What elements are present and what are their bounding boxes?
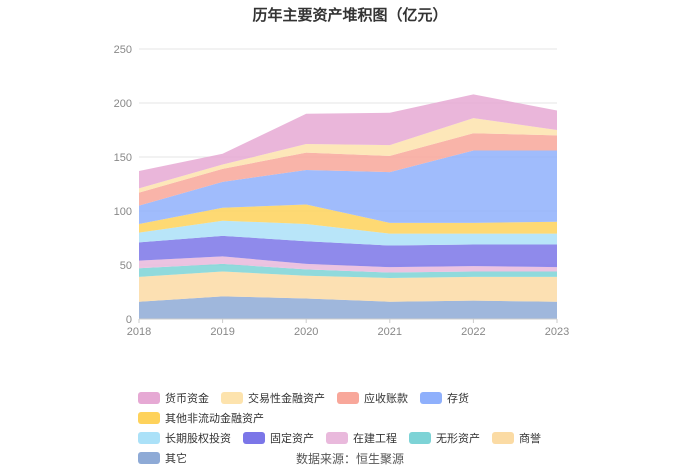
area-商誉 <box>139 271 557 302</box>
x-tick-label: 2019 <box>210 326 234 338</box>
legend-swatch <box>138 392 160 404</box>
x-tick-label: 2022 <box>461 326 485 338</box>
x-tick-label: 2023 <box>545 326 569 338</box>
legend-swatch <box>138 432 160 444</box>
legend-label: 长期股权投资 <box>165 433 231 445</box>
y-tick-label: 200 <box>114 98 132 110</box>
legend-swatch <box>138 452 160 464</box>
legend-swatch <box>221 392 243 404</box>
legend-item[interactable]: 货币资金 <box>138 388 209 408</box>
legend-label: 存货 <box>447 393 469 405</box>
legend-swatch <box>492 432 514 444</box>
legend-swatch <box>420 392 442 404</box>
area-其他非流动金融资产 <box>139 204 557 234</box>
legend: 货币资金 交易性金融资产 应收账款 存货其他非流动金融资产 长期股权投资 固定资产 在建工程… <box>138 388 578 468</box>
y-tick-label: 250 <box>114 44 132 56</box>
legend-swatch <box>326 432 348 444</box>
area-应收账款 <box>139 133 557 206</box>
x-tick-label: 2021 <box>378 326 402 338</box>
y-tick-label: 0 <box>126 314 132 326</box>
legend-item[interactable]: 应收账款 <box>337 388 408 408</box>
area-货币资金 <box>139 94 557 189</box>
area-在建工程 <box>139 256 557 273</box>
legend-label: 无形资产 <box>436 433 480 445</box>
legend-swatch <box>138 412 160 424</box>
legend-swatch <box>409 432 431 444</box>
area-固定资产 <box>139 235 557 268</box>
x-tick-label: 2020 <box>294 326 318 338</box>
x-tick-label: 2018 <box>127 326 151 338</box>
legend-row: 货币资金 交易性金融资产 应收账款 存货其他非流动金融资产 <box>138 388 578 428</box>
legend-label: 交易性金融资产 <box>248 393 325 405</box>
area-交易性金融资产 <box>139 118 557 193</box>
area-其它 <box>139 296 557 319</box>
legend-label: 货币资金 <box>165 393 209 405</box>
legend-label: 其它 <box>165 453 187 465</box>
legend-item[interactable]: 存货 <box>420 388 469 408</box>
y-tick-label: 50 <box>120 260 132 272</box>
legend-label: 在建工程 <box>353 433 397 445</box>
legend-item[interactable]: 其他非流动金融资产 <box>138 408 264 428</box>
legend-row: 长期股权投资 固定资产 在建工程 无形资产 商誉其它 <box>138 428 578 468</box>
y-tick-label: 100 <box>114 206 132 218</box>
legend-label: 其他非流动金融资产 <box>165 413 264 425</box>
area-存货 <box>139 150 557 224</box>
area-长期股权投资 <box>139 220 557 246</box>
legend-item[interactable]: 固定资产 <box>243 428 314 448</box>
legend-label: 固定资产 <box>270 433 314 445</box>
legend-label: 商誉 <box>519 433 541 445</box>
legend-label: 应收账款 <box>364 393 408 405</box>
y-tick-label: 150 <box>114 152 132 164</box>
legend-item[interactable]: 其它 <box>138 448 187 468</box>
legend-item[interactable]: 在建工程 <box>326 428 397 448</box>
legend-item[interactable]: 长期股权投资 <box>138 428 231 448</box>
legend-swatch <box>243 432 265 444</box>
legend-item[interactable]: 商誉 <box>492 428 541 448</box>
legend-item[interactable]: 交易性金融资产 <box>221 388 325 408</box>
legend-item[interactable]: 无形资产 <box>409 428 480 448</box>
legend-swatch <box>337 392 359 404</box>
data-source: 数据来源：恒生聚源 <box>295 452 404 466</box>
chart-title: 历年主要资产堆积图（亿元） <box>252 7 448 24</box>
